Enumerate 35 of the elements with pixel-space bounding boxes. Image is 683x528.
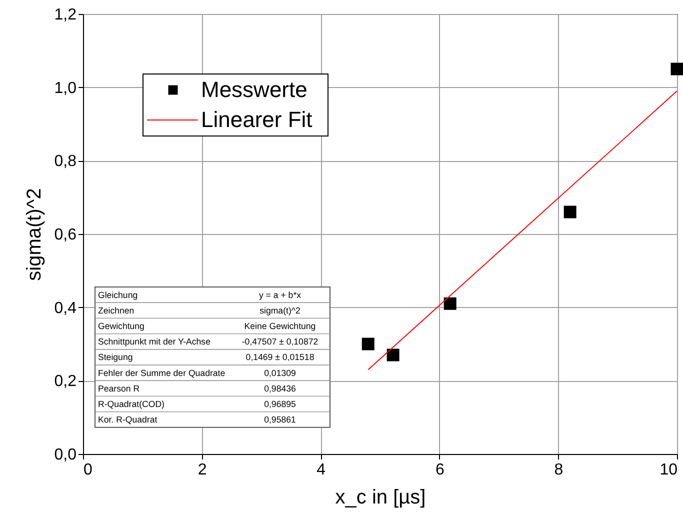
x-tick-label: 6 — [435, 462, 444, 478]
y-tick-label: 0,2 — [54, 373, 77, 390]
annotation: Pearson R — [98, 383, 140, 394]
annotation: Gleichung — [98, 290, 138, 300]
annotation: 0,96895 — [264, 399, 296, 409]
x-axis-title: x_c in [µs] — [335, 486, 426, 508]
annotation: sigma(t)^2 — [260, 305, 300, 316]
x-tick-label: 0 — [84, 462, 92, 478]
y-tick-label: 0,6 — [54, 226, 77, 244]
annotation: Steigung — [98, 352, 133, 362]
annotation: Kor. R-Quadrat — [98, 414, 158, 425]
annotation: y = a + b*x — [258, 290, 302, 300]
x-tick-label: 10 — [660, 462, 678, 478]
annotation: 0,95861 — [264, 414, 296, 425]
legend-label: Messwerte — [201, 77, 308, 102]
x-tick-label: 2 — [198, 462, 207, 478]
annotation: -0,47507 ± 0,10872 — [242, 336, 318, 347]
annotation: Fehler der Summe der Quadrate — [98, 368, 226, 378]
x-tick-label: 4 — [316, 462, 326, 478]
annotation: R-Quadrat(COD) — [98, 399, 165, 409]
annotation: Gewichtung — [98, 321, 145, 331]
x-tick-label: 8 — [554, 462, 564, 478]
y-tick-label: 0,8 — [54, 153, 77, 170]
annotation: 0,01309 — [264, 368, 296, 378]
y-axis-title: sigma(t)^2 — [23, 188, 46, 281]
y-tick-label: 0,0 — [54, 446, 77, 464]
annotation: Zeichnen — [98, 305, 134, 316]
annotation: 0,98436 — [264, 383, 296, 394]
annotation: Keine Gewichtung — [244, 321, 316, 331]
y-tick-label: 1,0 — [54, 80, 77, 97]
annotation: Schnittpunkt mit der Y-Achse — [98, 336, 211, 347]
legend-label: Linearer Fit — [201, 107, 312, 132]
annotation: 0,1469 ± 0,01518 — [246, 352, 314, 362]
y-tick-label: 1,2 — [54, 6, 77, 24]
y-tick-label: 0,4 — [54, 300, 77, 317]
